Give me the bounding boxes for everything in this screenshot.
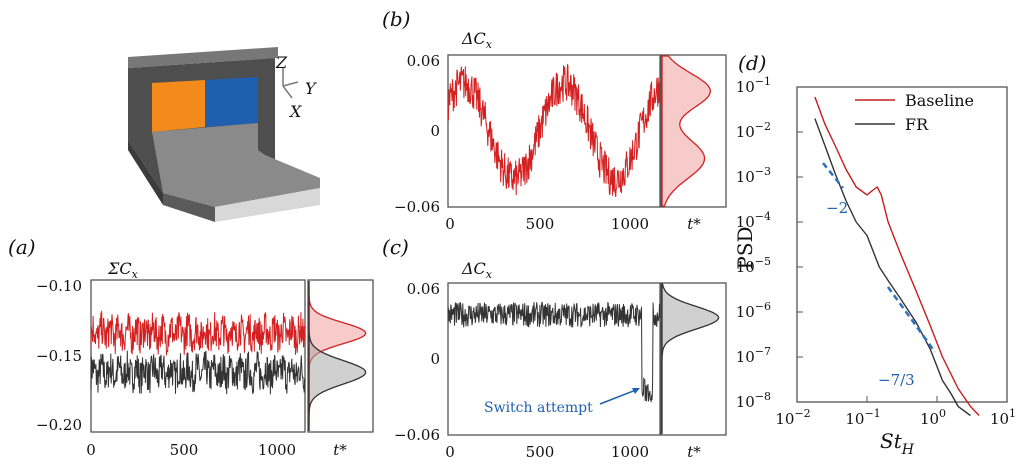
- b-pdf-label: t*: [687, 215, 701, 233]
- c-xtick-2: 1000: [611, 443, 649, 461]
- b-ytick-2: −0.06: [394, 198, 440, 216]
- panel-a-pdf: [308, 281, 367, 431]
- panel-b-pdf-frame: [660, 54, 727, 208]
- d-ytick-5: 10−6: [736, 300, 771, 321]
- panel-b-series: [447, 63, 661, 198]
- panel-a-frame: [90, 279, 306, 433]
- panel-a-label: (a): [8, 235, 36, 259]
- series-line-0: [447, 63, 661, 198]
- d-ytick-1: 10−2: [736, 120, 771, 141]
- panel-c-pdf: [661, 283, 720, 434]
- c-xtick-1: 500: [526, 443, 555, 461]
- d-xtick-2: 100: [920, 407, 946, 428]
- panel-b-ylabel: ΔCx: [461, 29, 493, 51]
- blue-patch: [205, 77, 258, 127]
- legend-fr-label: FR: [905, 115, 929, 134]
- slope-minus73-line: [886, 286, 937, 353]
- model-top-face: [128, 47, 278, 68]
- a-pdf-label: t*: [333, 441, 347, 459]
- d-xtick-3: 101: [990, 407, 1016, 428]
- d-xtick-1: 10−1: [845, 407, 880, 428]
- panel-c-pdf-frame: [660, 282, 727, 436]
- panel-c-label: (c): [382, 235, 409, 259]
- panel-d: (d) 10−2 10−1 100 10110−110−210−310−410−510…: [733, 51, 1016, 458]
- b-ytick-1: 0: [430, 122, 440, 140]
- panel-b-label: (b): [382, 7, 410, 31]
- panel-d-legend: Baseline FR: [855, 91, 974, 134]
- panel-c-series: [447, 301, 661, 403]
- axis-x-label: X: [288, 102, 302, 121]
- series-line-0: [447, 301, 661, 403]
- b-xtick-1: 500: [526, 215, 555, 233]
- c-ytick-0: 0.06: [407, 280, 440, 298]
- model-front-face: [215, 188, 320, 222]
- panel-a: (a) ΣCx −0.10 −0.15 −0.20 0 500 1000 t*: [8, 235, 374, 459]
- panel-d-label: (d): [738, 51, 766, 75]
- a-xtick-0: 0: [86, 441, 96, 459]
- panel-d-xlabel: StH: [880, 429, 915, 458]
- c-xtick-0: 0: [445, 443, 455, 461]
- c-pdf-label: t*: [687, 443, 701, 461]
- panel-c-frame: [447, 282, 661, 436]
- switch-attempt-annotation: Switch attempt: [484, 400, 593, 416]
- a-ytick-1: −0.15: [36, 347, 82, 365]
- orange-patch: [152, 80, 205, 132]
- series-line-0: [90, 310, 306, 356]
- c-ytick-2: −0.06: [394, 426, 440, 444]
- d-ytick-0: 10−1: [736, 75, 771, 96]
- series-line-1: [90, 350, 306, 395]
- panel-c: (c) ΔCx 0.06 0 −0.06 0 500 1000 t* Switc…: [382, 235, 727, 461]
- switch-attempt-arrow-head: [632, 388, 640, 394]
- panel-a-pdf-frame: [307, 279, 374, 433]
- b-ytick-0: 0.06: [407, 52, 440, 70]
- axis-z-label: Z: [275, 53, 288, 72]
- a-xtick-2: 1000: [258, 441, 296, 459]
- slope-minus2-label: −2: [826, 199, 848, 217]
- legend-baseline-label: Baseline: [905, 91, 974, 110]
- model-lower-edge: [163, 193, 215, 222]
- d-ytick-2: 10−3: [736, 165, 771, 186]
- a-ytick-0: −0.10: [36, 277, 82, 295]
- panel-d-frame: [796, 86, 1008, 403]
- panel-b-frame: [447, 54, 661, 208]
- b-xtick-2: 1000: [611, 215, 649, 233]
- switch-attempt-arrow-line: [599, 389, 637, 405]
- a-xtick-1: 500: [170, 441, 199, 459]
- axis-x-line: [282, 85, 293, 99]
- panel-d-ylabel: PSD: [733, 226, 757, 269]
- slope-minus73-label: −7/3: [878, 371, 915, 389]
- d-ytick-6: 10−7: [736, 345, 771, 366]
- d-ytick-7: 10−8: [736, 390, 771, 411]
- panel-d-series: [814, 96, 980, 417]
- panel-d-ticks: 10−2 10−1 100 10110−110−210−310−410−510−610…: [736, 75, 1016, 428]
- axis-y-line: [282, 81, 299, 87]
- psd-series-0: [814, 96, 980, 416]
- panel-a-series: [90, 310, 306, 395]
- panel-c-ylabel: ΔCx: [461, 259, 493, 281]
- d-xtick-0: 10−2: [775, 407, 810, 428]
- panel-b-pdf: [661, 55, 711, 207]
- pdf-curve-0: [661, 55, 711, 207]
- a-ytick-2: −0.20: [36, 416, 82, 434]
- slope-minus2-line: [822, 162, 844, 189]
- c-ytick-1: 0: [430, 350, 440, 368]
- pdf-curve-0: [661, 283, 720, 434]
- model-side-shadow: [128, 140, 163, 205]
- b-xtick-0: 0: [445, 215, 455, 233]
- axis-y-label: Y: [305, 79, 317, 98]
- panel-a-ylabel: ΣCx: [107, 259, 139, 281]
- pdf-curve-1: [308, 281, 367, 431]
- bluff-body-model: Z Y X: [128, 47, 320, 222]
- panel-b: (b) ΔCx 0.06 0 −0.06 0 500 1000 t*: [382, 7, 727, 233]
- model-ramp-face: [152, 123, 320, 207]
